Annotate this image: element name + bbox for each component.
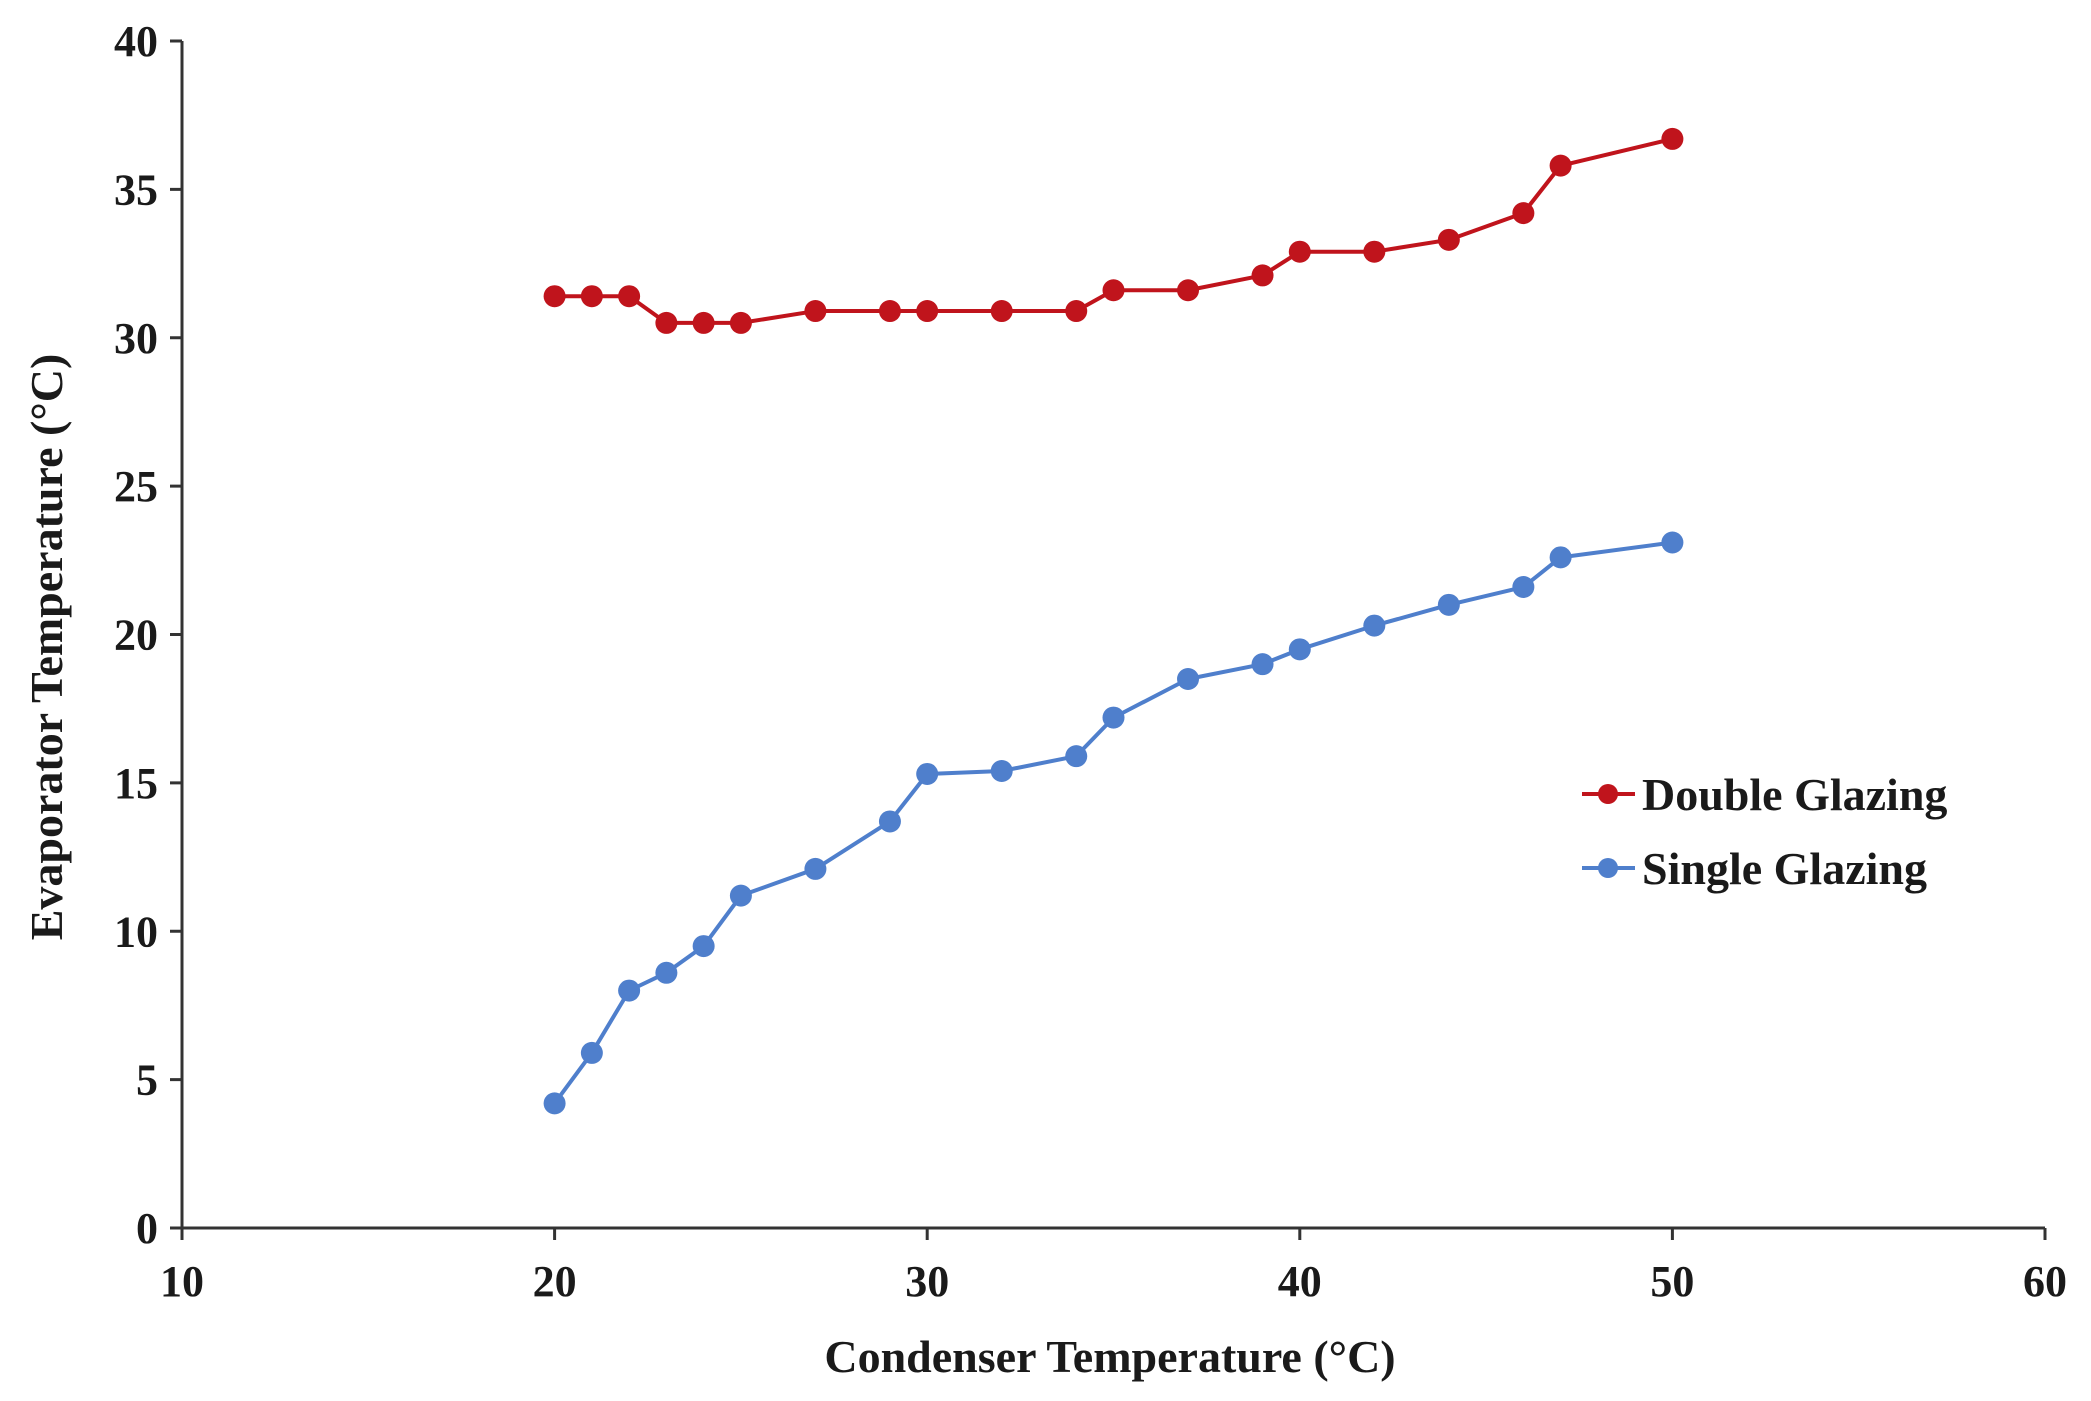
data-point-single-glazing: [1661, 531, 1684, 554]
data-point-single-glazing: [655, 961, 678, 984]
series-double-glazing: [543, 127, 1684, 334]
y-tick-label: 25: [114, 462, 158, 511]
data-point-single-glazing: [1549, 546, 1572, 569]
y-axis-ticks: 0 5 10 15 20 25 30 35 40: [114, 17, 182, 1253]
data-point-double-glazing: [804, 300, 827, 323]
y-tick-label: 40: [114, 17, 158, 66]
data-point-single-glazing: [878, 810, 901, 833]
x-tick-label: 60: [2023, 1257, 2067, 1306]
x-axis-ticks: 10 20 30 40 50 60: [160, 1228, 2067, 1306]
legend-item-single-glazing: Single Glazing: [1582, 843, 1927, 894]
data-point-double-glazing: [1363, 240, 1386, 263]
legend: Double Glazing Single Glazing: [1582, 769, 1947, 894]
legend-label-single-glazing: Single Glazing: [1642, 843, 1927, 894]
data-point-single-glazing: [729, 884, 752, 907]
legend-item-double-glazing: Double Glazing: [1582, 769, 1947, 820]
x-tick-label: 10: [160, 1257, 204, 1306]
data-point-double-glazing: [580, 285, 603, 308]
data-point-double-glazing: [543, 285, 566, 308]
data-point-single-glazing: [1065, 745, 1088, 768]
data-point-double-glazing: [1251, 264, 1274, 287]
data-point-single-glazing: [1177, 668, 1200, 691]
x-tick-label: 20: [533, 1257, 577, 1306]
data-point-single-glazing: [1251, 653, 1274, 676]
data-point-double-glazing: [1177, 279, 1200, 302]
legend-marker-single-glazing: [1598, 858, 1618, 878]
y-tick-label: 35: [114, 165, 158, 214]
axes: 0 5 10 15 20 25 30 35 40 10 20 30 40 50 60: [114, 17, 2067, 1306]
x-axis-title: Condenser Temperature (°C): [824, 1331, 1395, 1382]
data-point-single-glazing: [990, 760, 1013, 783]
data-point-double-glazing: [692, 311, 715, 334]
data-point-single-glazing: [804, 857, 827, 880]
x-tick-label: 50: [1650, 1257, 1694, 1306]
data-point-double-glazing: [878, 300, 901, 323]
data-point-double-glazing: [618, 285, 641, 308]
x-tick-label: 30: [905, 1257, 949, 1306]
data-point-single-glazing: [692, 935, 715, 958]
data-point-double-glazing: [916, 300, 939, 323]
y-tick-label: 5: [136, 1056, 158, 1105]
y-axis-title: Evaporator Temperature (°C): [21, 354, 72, 941]
data-point-single-glazing: [1288, 638, 1311, 661]
y-tick-label: 15: [114, 759, 158, 808]
data-point-single-glazing: [1437, 593, 1460, 616]
data-point-double-glazing: [655, 311, 678, 334]
data-point-double-glazing: [1102, 279, 1125, 302]
legend-marker-double-glazing: [1598, 784, 1618, 804]
data-point-double-glazing: [990, 300, 1013, 323]
y-tick-label: 10: [114, 907, 158, 956]
y-tick-label: 0: [136, 1204, 158, 1253]
data-point-double-glazing: [1512, 202, 1535, 225]
data-point-double-glazing: [1661, 127, 1684, 150]
x-tick-label: 40: [1278, 1257, 1322, 1306]
data-point-double-glazing: [1065, 300, 1088, 323]
series-single-glazing: [543, 531, 1684, 1115]
data-point-single-glazing: [1363, 614, 1386, 637]
legend-label-double-glazing: Double Glazing: [1642, 769, 1947, 820]
data-point-single-glazing: [543, 1092, 566, 1115]
data-point-double-glazing: [1549, 154, 1572, 177]
data-point-single-glazing: [1102, 706, 1125, 729]
y-tick-label: 20: [114, 611, 158, 660]
y-tick-label: 30: [114, 314, 158, 363]
data-point-single-glazing: [580, 1041, 603, 1064]
data-point-double-glazing: [1437, 228, 1460, 251]
series-layer: [543, 127, 1684, 1115]
data-point-single-glazing: [916, 762, 939, 785]
data-point-double-glazing: [729, 311, 752, 334]
data-point-double-glazing: [1288, 240, 1311, 263]
data-point-single-glazing: [618, 979, 641, 1002]
data-point-single-glazing: [1512, 576, 1535, 599]
